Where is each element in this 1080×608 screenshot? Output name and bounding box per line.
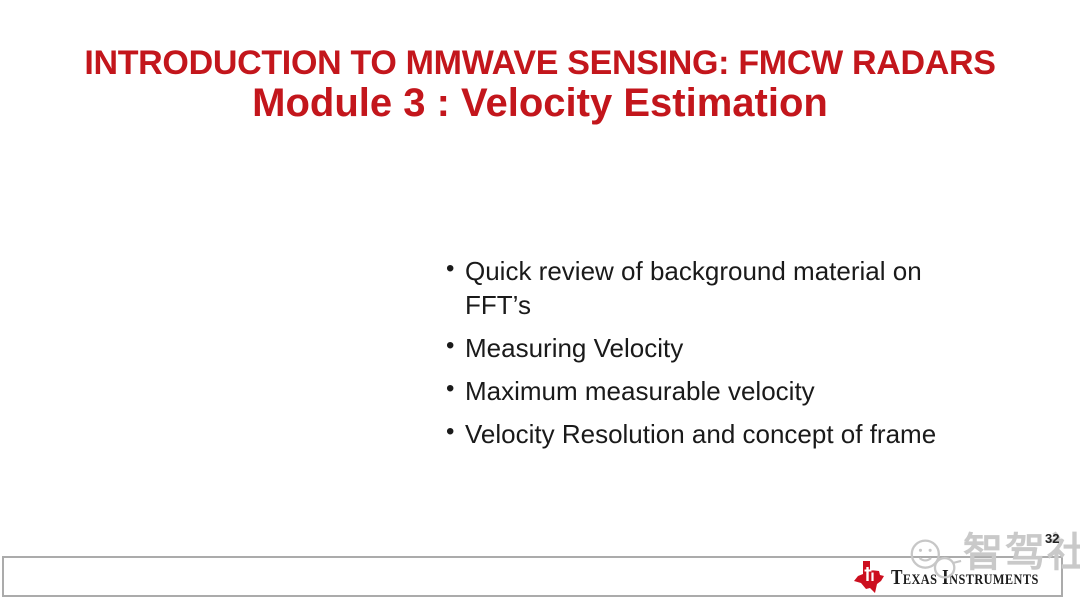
slide-title: INTRODUCTION TO MMWAVE SENSING: FMCW RAD… bbox=[84, 44, 996, 82]
texas-map-icon bbox=[852, 560, 886, 594]
texas-instruments-logo: Texas Instruments bbox=[852, 559, 1071, 595]
bullet-item: Quick review of background material on F… bbox=[445, 252, 963, 322]
page-number: 32 bbox=[1045, 531, 1060, 546]
texas-instruments-wordmark: Texas Instruments bbox=[891, 564, 1039, 589]
bullet-item: Maximum measurable velocity bbox=[445, 372, 963, 408]
footer-bar bbox=[2, 556, 1063, 597]
slide-title-block: INTRODUCTION TO MMWAVE SENSING: FMCW RAD… bbox=[0, 44, 1080, 124]
bullet-item: Velocity Resolution and concept of frame bbox=[445, 415, 963, 451]
bullet-list: Quick review of background material on F… bbox=[445, 252, 963, 451]
slide-subtitle: Module 3 : Velocity Estimation bbox=[252, 81, 828, 125]
bullet-item: Measuring Velocity bbox=[445, 329, 963, 365]
